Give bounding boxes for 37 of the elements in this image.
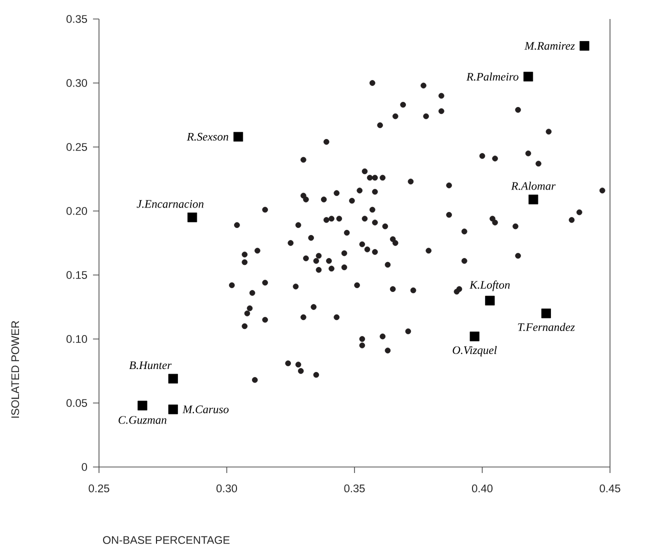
y-tick-label: 0.30 bbox=[66, 79, 88, 87]
x-axis-title: ON-BASE PERCENTAGE bbox=[103, 536, 230, 544]
x-tick-label: 0.30 bbox=[216, 484, 238, 492]
x-tick-label: 0.25 bbox=[88, 484, 110, 492]
y-tick-label: 0.25 bbox=[66, 143, 88, 151]
x-tick-label: 0.40 bbox=[472, 484, 493, 492]
annotation: K.Lofton bbox=[469, 280, 510, 292]
annotation: R.Sexson bbox=[186, 132, 228, 141]
y-axis-title: ISOLATED POWER bbox=[11, 320, 20, 418]
annotation: M.Ramirez bbox=[524, 42, 575, 50]
point bbox=[168, 404, 178, 414]
annotation: B.Hunter bbox=[129, 361, 172, 370]
point bbox=[233, 132, 244, 142]
point bbox=[470, 332, 480, 342]
x-tick-label: 0.45 bbox=[600, 484, 620, 492]
x-tick-label: 0.35 bbox=[344, 484, 365, 492]
y-tick-label: 0.35 bbox=[66, 15, 88, 23]
point bbox=[580, 41, 590, 51]
annotation: R.Palmeiro bbox=[466, 72, 518, 81]
annotation: R.Alomar bbox=[511, 182, 556, 190]
y-tick-label: 0 bbox=[82, 463, 88, 471]
annotation: T.Fernandez bbox=[518, 322, 575, 332]
y-tick-label: 0.10 bbox=[66, 335, 88, 343]
point bbox=[187, 212, 198, 222]
annotation: M.Caruso bbox=[182, 406, 229, 414]
point bbox=[528, 194, 538, 204]
annotation: J.Encarnacion bbox=[136, 200, 204, 208]
annotation: O.Vizquel bbox=[452, 346, 497, 356]
point bbox=[523, 72, 534, 82]
point bbox=[168, 374, 178, 384]
y-tick-label: 0.15 bbox=[66, 271, 88, 279]
annotation: C.Guzman bbox=[118, 416, 166, 424]
y-tick-label: 0.20 bbox=[66, 207, 88, 215]
point bbox=[138, 400, 148, 410]
point bbox=[485, 296, 495, 306]
y-tick-label: 0.05 bbox=[66, 399, 88, 407]
point bbox=[541, 308, 551, 318]
